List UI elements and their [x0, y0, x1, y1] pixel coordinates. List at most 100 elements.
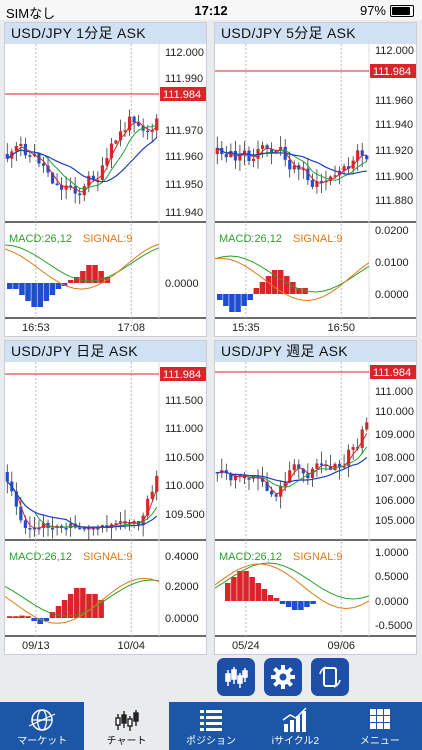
candle-body: [310, 180, 314, 187]
tab-label: チャート: [106, 736, 147, 747]
candlestick-chart[interactable]: 111.984 112.000 111.990 111.970 111.960 111.9…: [5, 44, 206, 336]
candle-body: [60, 184, 64, 190]
candle-body: [360, 150, 364, 156]
price-tick-label: 111.900: [375, 171, 413, 183]
macd-histogram-bar: [298, 601, 304, 610]
candle-body: [146, 498, 150, 516]
candle-body: [238, 474, 242, 477]
candle-body: [78, 193, 82, 196]
candle-body: [247, 478, 251, 480]
macd-histogram-bar: [55, 606, 62, 618]
candlestick-chart[interactable]: 111.984 111.000 110.000 109.000 108.000 107.0…: [215, 362, 416, 654]
candle-body: [297, 165, 301, 170]
macd-histogram-bar: [37, 618, 43, 624]
price-tick-label: 111.000: [375, 386, 413, 398]
tab-menu[interactable]: メニュー: [338, 702, 422, 750]
candle-body: [328, 466, 333, 470]
settings-button[interactable]: [264, 658, 302, 696]
chart-panel-weekly[interactable]: USD/JPY 週足 ASK 111.984 111.000 110.000 109.…: [214, 340, 417, 655]
macd-tick-label: 0.0000: [165, 278, 199, 290]
macd-histogram-bar: [261, 589, 268, 601]
candlestick-chart[interactable]: 111.984 112.000 111.960 111.940 111.920 111.9…: [215, 44, 416, 336]
tab-market[interactable]: マーケット: [0, 702, 84, 750]
macd-tick-label: 0.0000: [165, 613, 199, 625]
tab-bar: マーケット チャート ポジション: [0, 702, 422, 750]
clock: 17:12: [194, 3, 228, 18]
macd-histogram-bar: [74, 588, 80, 618]
macd-histogram-bar: [61, 600, 68, 618]
rotate-layout-button[interactable]: [311, 658, 349, 696]
candle-body: [19, 143, 23, 147]
chart-panel-1min[interactable]: USD/JPY 1分足 ASK 111.984 112.000 111.990 111…: [4, 22, 207, 337]
candle-body: [132, 116, 136, 123]
chart-type-button[interactable]: [217, 658, 255, 696]
tab-label: ポジション: [186, 736, 237, 747]
macd-histogram-bar: [265, 276, 272, 294]
macd-histogram-bar: [277, 270, 284, 294]
ma-long-line: [6, 137, 158, 183]
macd-histogram-bar: [255, 583, 261, 601]
tab-chart[interactable]: チャート: [84, 702, 169, 750]
macd-histogram-bar: [43, 618, 50, 621]
macd-histogram-bar: [43, 283, 50, 301]
chart-panel-5min[interactable]: USD/JPY 5分足 ASK 111.984 112.000 111.960 111…: [214, 22, 417, 337]
candle-body: [150, 491, 154, 499]
candle-body: [270, 490, 274, 495]
candle-body: [215, 147, 219, 154]
signal-legend: SIGNAL:9: [83, 233, 133, 245]
macd-histogram-bar: [13, 616, 19, 618]
tab-icycle[interactable]: iサイクル2: [253, 702, 337, 750]
candle-body: [242, 150, 247, 154]
macd-histogram-bar: [267, 595, 274, 601]
tab-position[interactable]: ポジション: [169, 702, 253, 750]
candle-body: [46, 165, 50, 173]
price-tick-label: 109.000: [375, 429, 415, 441]
macd-histogram-bar: [290, 282, 296, 294]
macd-histogram-bar: [13, 283, 19, 289]
candle-body: [279, 486, 283, 497]
candle-body: [260, 478, 265, 482]
signal-legend: SIGNAL:9: [293, 233, 343, 245]
macd-histogram-bar: [235, 294, 241, 312]
candle-body: [347, 449, 351, 466]
candle-body: [96, 528, 100, 530]
tab-label: マーケット: [17, 736, 68, 747]
macd-tick-label: -0.5000: [375, 620, 412, 632]
macd-tick-label: 1.0000: [375, 547, 409, 559]
candle-body: [118, 521, 123, 524]
macd-histogram-bar: [241, 294, 247, 306]
candle-body: [288, 159, 292, 170]
price-tick-label: 109.500: [165, 509, 205, 521]
chart-panel-daily[interactable]: USD/JPY 日足 ASK 111.984 111.500 111.000 110.…: [4, 340, 207, 655]
chart-title: USD/JPY 週足 ASK: [215, 341, 416, 362]
macd-histogram-bar: [285, 601, 292, 607]
macd-histogram-bar: [80, 588, 86, 618]
price-tick-label: 111.960: [375, 95, 413, 107]
macd-histogram-bar: [279, 601, 286, 604]
candle-body: [19, 506, 23, 521]
macd-histogram-bar: [80, 271, 86, 283]
candle-body: [109, 143, 114, 159]
candle-body: [137, 122, 141, 126]
macd-histogram-bar: [86, 265, 92, 283]
macd-histogram-bar: [223, 294, 229, 306]
status-bar: SIMなし 17:12 97%: [0, 0, 422, 21]
macd-histogram-bar: [25, 283, 31, 301]
candle-body: [360, 429, 364, 448]
candlestick-chart[interactable]: 111.984 111.500 111.000 110.500 110.000 109.5…: [5, 362, 206, 654]
signal-legend: SIGNAL:9: [83, 551, 133, 563]
macd-histogram-bar: [296, 288, 302, 294]
price-tick-label: 111.500: [165, 395, 203, 407]
ma-long-line: [217, 457, 368, 483]
candle-body: [292, 464, 296, 471]
candle-body: [265, 481, 269, 491]
price-tick-label: 110.000: [375, 406, 414, 418]
price-tick-label: 111.940: [165, 207, 203, 219]
candle-body: [32, 528, 37, 530]
candle-body: [100, 165, 104, 180]
candle-body: [319, 181, 324, 183]
macd-line: [215, 562, 370, 600]
macd-tick-label: 0.4000: [165, 551, 199, 563]
candle-body: [342, 166, 346, 171]
time-tick-label: 15:35: [232, 322, 260, 334]
